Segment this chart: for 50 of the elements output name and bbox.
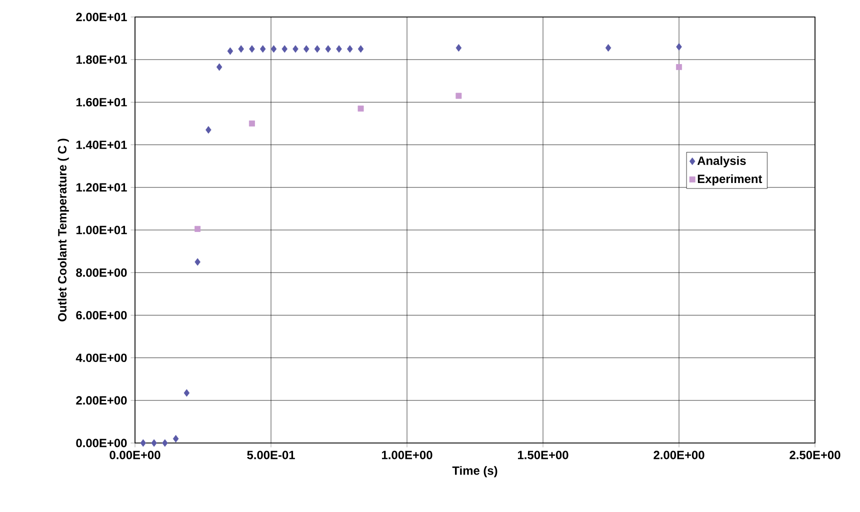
point (249, 45, 255, 53)
y-tick-label: 1.00E+01 (76, 226, 127, 234)
point (456, 44, 462, 52)
point (314, 45, 320, 53)
y-tick-label: 4.00E+00 (76, 354, 127, 362)
point (194, 258, 200, 266)
point (270, 45, 277, 53)
legend-label: Experiment (698, 174, 762, 186)
y-tick-label: 8.00E+00 (76, 268, 127, 277)
point (282, 45, 288, 53)
x-tick-label: 1.00E+00 (382, 450, 432, 460)
y-tick-label: 1.40E+01 (76, 140, 127, 150)
y-tick-label: 1.20E+01 (76, 183, 127, 192)
point (238, 45, 244, 53)
y-tick-label: 1.80E+01 (76, 55, 127, 64)
y-tick-label: 1.60E+01 (76, 98, 127, 106)
point (336, 45, 342, 53)
y-tick-label: 0.00E+00 (76, 438, 127, 448)
point (676, 43, 682, 51)
x-tick-label: 2.50E+00 (790, 450, 840, 460)
point (172, 434, 179, 443)
point (325, 45, 332, 53)
point (358, 45, 364, 53)
point (358, 106, 364, 112)
point (194, 226, 201, 232)
point (162, 439, 168, 447)
point (184, 389, 190, 397)
point (260, 45, 266, 53)
x-tick-label: 2.00E+00 (654, 450, 704, 460)
point (216, 63, 222, 71)
y-tick-label: 2.00E+01 (76, 12, 127, 22)
x-tick-label: 5.00E-01 (247, 450, 295, 460)
point (346, 45, 353, 53)
point (140, 439, 146, 447)
point (605, 44, 612, 52)
x-axis-title: Time (s) (452, 466, 498, 478)
legend-label: Analysis (697, 156, 746, 168)
y-tick-label: 2.00E+00 (76, 396, 127, 405)
point (292, 45, 298, 53)
point (227, 47, 234, 55)
point (151, 439, 157, 447)
point (303, 45, 310, 53)
point (456, 92, 462, 99)
y-tick-label: 6.00E+00 (76, 310, 127, 320)
y-axis-title: Outlet Coolant Temperature ( C ) (58, 138, 69, 322)
point (676, 64, 682, 70)
point (206, 126, 212, 134)
point (248, 120, 255, 126)
x-tick-label: 1.50E+00 (518, 450, 568, 460)
x-tick-label: 0.00E+00 (110, 450, 160, 460)
